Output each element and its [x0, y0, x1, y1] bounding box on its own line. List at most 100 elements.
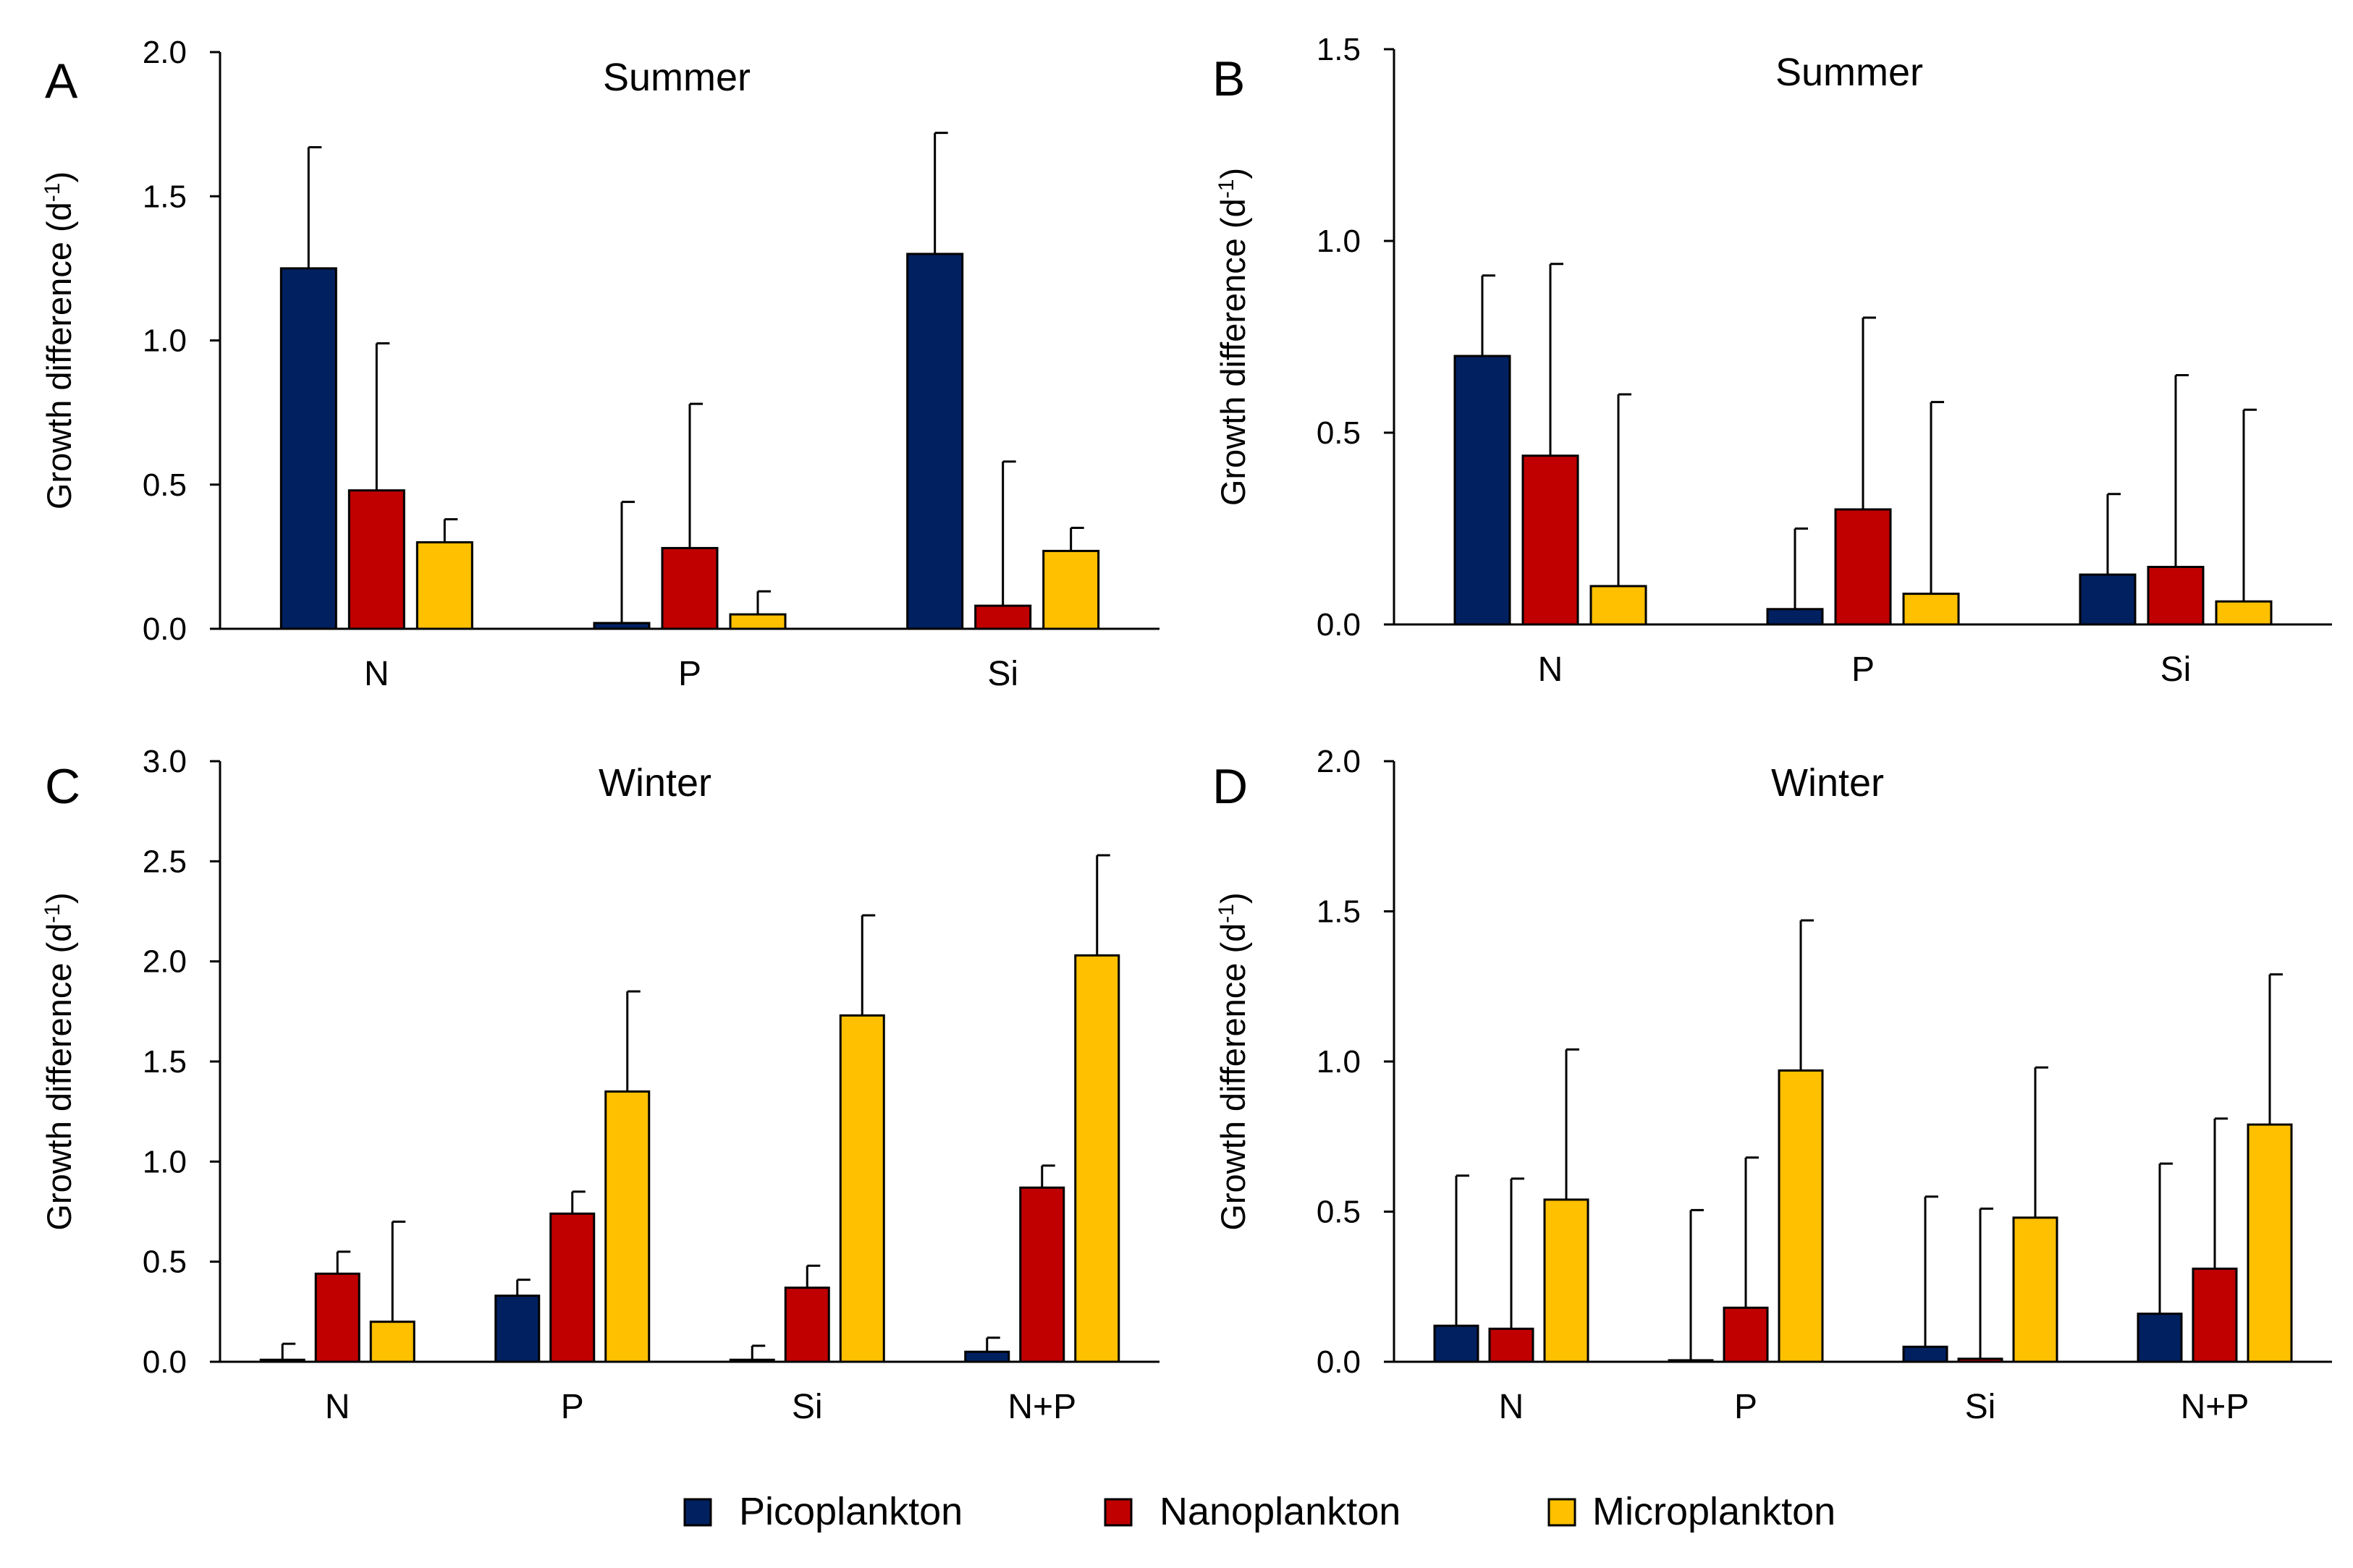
y-axis-label-close: ): [1214, 168, 1252, 179]
y-tick-label: 1.5: [143, 179, 187, 214]
bar-picoplankton-si: [906, 253, 964, 630]
panel-letter: D: [1212, 759, 1248, 814]
y-axis-label: Growth difference (d-1): [1214, 168, 1252, 506]
panel-title: Winter: [1771, 761, 1884, 805]
y-axis-label-close: ): [40, 171, 78, 183]
legend-label: Picoplankton: [739, 1490, 963, 1533]
panel-letter: C: [45, 759, 80, 814]
y-axis-label-text: Growth difference (d: [40, 923, 78, 1231]
y-tick-label: 1.0: [1317, 224, 1361, 259]
bar-microplankton-si: [2215, 600, 2273, 626]
bar-nanoplankton-si: [1957, 1357, 2003, 1363]
bar-picoplankton-p: [494, 1294, 541, 1363]
panel-c: C Winter 0.0 0.5 1.0 1.5 2.0 2.5 3.0 Growth diffe…: [40, 744, 1159, 1426]
y-axis-label-text: Growth difference (d: [1214, 923, 1252, 1231]
x-category-label: P: [1851, 650, 1875, 689]
y-axis-label-sup: -1: [41, 183, 64, 203]
y-tick-label: 1.5: [143, 1044, 187, 1080]
y-axis-label-text: Growth difference (d: [40, 202, 78, 509]
panel-d: D Winter 0.0 0.5 1.0 1.5 2.0 Growth difference …: [1212, 744, 2332, 1426]
bar-nanoplankton-p: [1723, 1306, 1769, 1363]
y-tick-label: 2.0: [1317, 744, 1361, 779]
bar-microplankton-si: [839, 1014, 885, 1363]
y-axis-label-text: Growth difference (d: [1214, 198, 1252, 506]
panel-a: A Summer 0.0 0.5 1.0 1.5 2.0 Growth difference …: [40, 35, 1159, 693]
panel-b: B Summer 0.0 0.5 1.0 1.5 Growth difference (d-…: [1212, 32, 2332, 689]
x-category-label: Si: [1965, 1388, 1996, 1426]
x-category-label: P: [678, 655, 701, 693]
y-tick-label: 0.5: [1317, 1195, 1361, 1230]
legend-item-picoplankton: Picoplankton: [683, 1490, 963, 1533]
bar-nanoplankton-si: [784, 1287, 830, 1363]
bar-microplankton-n: [1543, 1198, 1589, 1363]
y-tick-label: 3.0: [143, 744, 187, 779]
y-axis-label: Growth difference (d-1): [40, 171, 78, 509]
legend-swatch: [1547, 1498, 1576, 1527]
y-tick-label: 1.0: [1317, 1044, 1361, 1080]
legend-label: Nanoplankton: [1159, 1490, 1401, 1533]
bar-microplankton-si: [2012, 1216, 2058, 1363]
bar-microplankton-p: [729, 613, 787, 630]
bar-picoplankton-p: [1668, 1359, 1714, 1363]
bar-picoplankton-si: [729, 1358, 775, 1363]
y-tick-label: 1.5: [1317, 32, 1361, 67]
x-category-label: N: [325, 1388, 350, 1426]
y-axis-label: Growth difference (d-1): [1214, 892, 1252, 1230]
legend-item-microplankton: Microplankton: [1547, 1490, 1835, 1533]
bar-nanoplankton-n: [314, 1272, 360, 1363]
legend-swatch: [1104, 1498, 1133, 1527]
panel-title: Winter: [599, 761, 711, 805]
y-tick-label: 1.0: [143, 1144, 187, 1179]
bar-microplankton-p: [1778, 1069, 1824, 1363]
y-tick-label: 0.0: [1317, 607, 1361, 643]
bar-picoplankton-n: [1433, 1324, 1479, 1363]
y-axis-label-close: ): [1214, 892, 1252, 904]
bar-picoplankton-n: [1453, 355, 1511, 626]
y-tick-label: 2.0: [143, 944, 187, 980]
bar-picoplankton-p: [1766, 608, 1824, 626]
panel-title: Summer: [1775, 51, 1923, 94]
bar-picoplankton-npp: [964, 1350, 1010, 1363]
bar-nanoplankton-n: [1488, 1327, 1534, 1363]
bar-microplankton-si: [1042, 549, 1100, 630]
legend-swatch: [683, 1498, 712, 1527]
x-category-label: N+P: [2181, 1388, 2249, 1426]
bar-microplankton-n: [1589, 585, 1647, 626]
bar-picoplankton-si: [2079, 573, 2137, 626]
bar-picoplankton-si: [1902, 1345, 1948, 1363]
y-tick-label: 0.5: [143, 467, 187, 503]
panel-letter: B: [1212, 51, 1245, 106]
y-tick-label: 1.0: [143, 323, 187, 359]
x-category-label: Si: [987, 655, 1018, 693]
y-axis-label-sup: -1: [41, 904, 64, 923]
bar-nanoplankton-si: [2147, 566, 2205, 626]
x-category-label: P: [561, 1388, 584, 1426]
y-axis-label: Growth difference (d-1): [40, 892, 78, 1230]
x-category-label: N+P: [1007, 1388, 1076, 1426]
x-category-label: N: [1538, 650, 1563, 689]
legend-label: Microplankton: [1592, 1490, 1835, 1533]
y-tick-label: 0.0: [143, 1344, 187, 1380]
bar-picoplankton-npp: [2137, 1313, 2183, 1363]
y-tick-label: 1.5: [1317, 894, 1361, 930]
bar-microplankton-p: [1902, 593, 1960, 626]
legend-item-nanoplankton: Nanoplankton: [1104, 1490, 1401, 1533]
bar-microplankton-npp: [1074, 954, 1120, 1363]
bar-nanoplankton-n: [1521, 454, 1579, 626]
bar-picoplankton-n: [259, 1358, 305, 1363]
x-category-label: P: [1734, 1388, 1757, 1426]
x-category-label: N: [364, 655, 389, 693]
y-tick-label: 2.0: [143, 35, 187, 70]
bar-nanoplankton-p: [661, 546, 719, 630]
bar-microplankton-n: [369, 1321, 415, 1363]
y-tick-label: 0.5: [1317, 415, 1361, 451]
bar-nanoplankton-p: [1834, 508, 1892, 626]
bar-nanoplankton-n: [347, 489, 405, 630]
y-axis-label-close: ): [40, 892, 78, 904]
y-tick-label: 0.0: [1317, 1344, 1361, 1380]
y-axis-label-sup: -1: [1214, 179, 1238, 199]
panel-title: Summer: [603, 56, 751, 99]
y-tick-label: 0.5: [143, 1245, 187, 1280]
x-category-label: Si: [2160, 650, 2192, 689]
x-category-label: N: [1499, 1388, 1524, 1426]
